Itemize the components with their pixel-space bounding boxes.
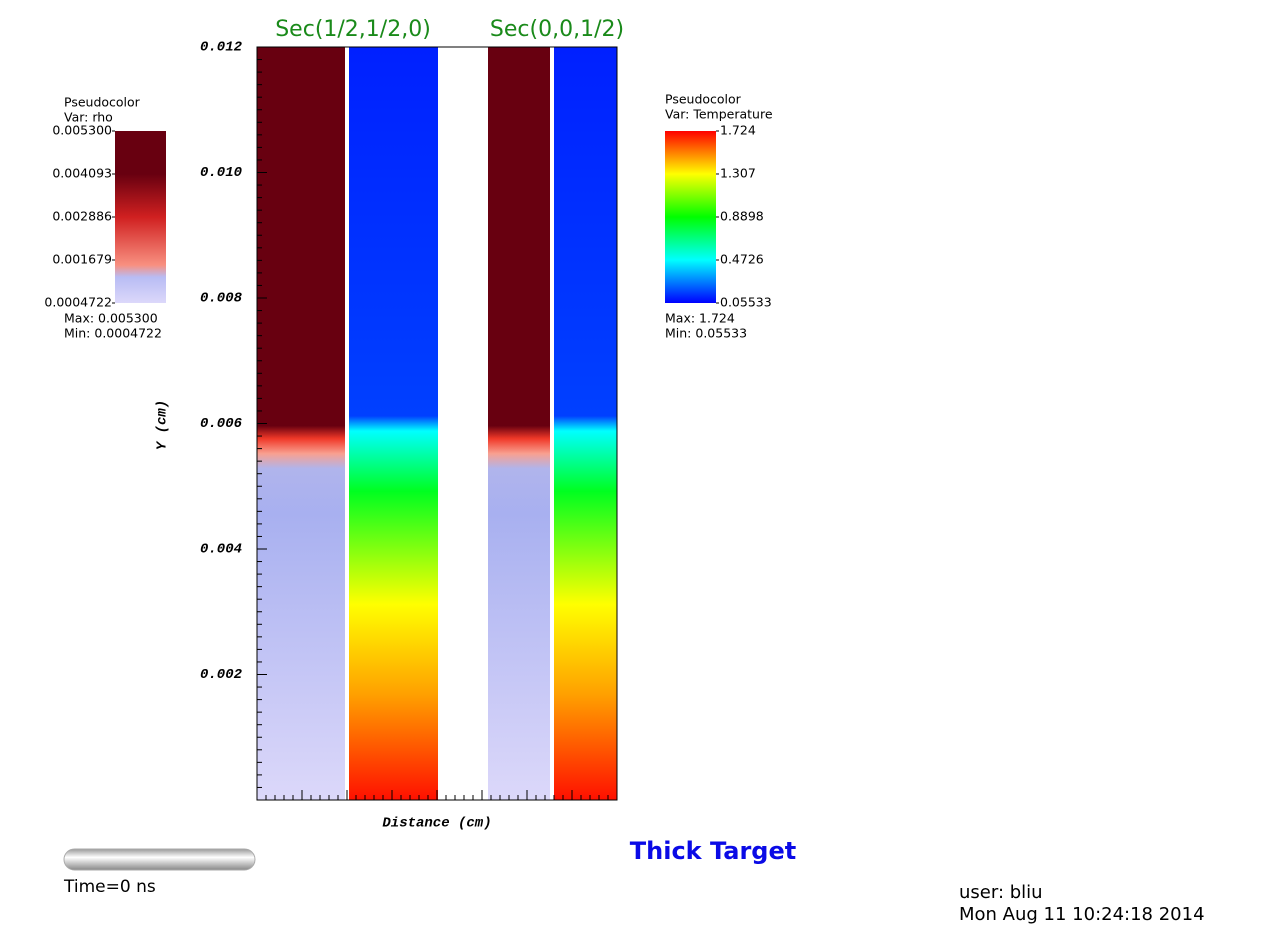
time-slider [63,848,256,871]
legend-kind: Pseudocolor [64,95,141,110]
legend-tick-label: 1.724 [720,123,756,138]
temperature-colorbar [665,131,716,303]
legend-tick-label: 0.4726 [720,251,764,266]
legend-min: Min: 0.05533 [665,326,747,341]
date-label: Mon Aug 11 10:24:18 2014 [959,904,1205,925]
y-axis-label: Y (cm) [155,400,171,450]
legend-var: Var: Temperature [665,107,773,122]
legend-tick-label: 0.001679 [52,252,112,267]
legend-var: Var: rho [64,110,113,125]
legend-tick-label: 0.002886 [52,209,112,224]
y-tick-label: 0.006 [200,416,243,432]
y-tick-label: 0.012 [200,40,243,56]
y-tick-label: 0.008 [200,291,243,307]
user-label: user: bliu [959,882,1043,903]
y-tick-label: 0.004 [200,542,242,558]
section-label: Sec(0,0,1/2) [490,17,624,42]
legend-tick-label: 0.004093 [52,166,112,181]
rho-section [257,47,345,800]
rho-section [488,47,550,800]
y-tick-label: 0.010 [200,165,242,181]
plot-title: Thick Target [630,837,796,865]
legend-max: Max: 0.005300 [64,311,158,326]
legend-tick-label: 0.8898 [720,208,764,223]
section-label: Sec(1/2,1/2,0) [275,17,431,42]
legend-max: Max: 1.724 [665,311,735,326]
legend-kind: Pseudocolor [665,92,742,107]
y-tick-label: 0.002 [200,667,243,683]
legend-tick-label: 0.0004722 [44,295,112,310]
temperature-section [554,47,617,800]
legend-tick-label: 1.307 [720,165,756,180]
temperature-section [349,47,438,800]
x-axis-label: Distance (cm) [382,816,491,832]
rho-colorbar [115,131,166,303]
legend-tick-label: 0.05533 [720,295,772,310]
time-label: Time=0 ns [63,877,156,897]
legend-min: Min: 0.0004722 [64,326,162,341]
legend-tick-label: 0.005300 [52,123,112,138]
